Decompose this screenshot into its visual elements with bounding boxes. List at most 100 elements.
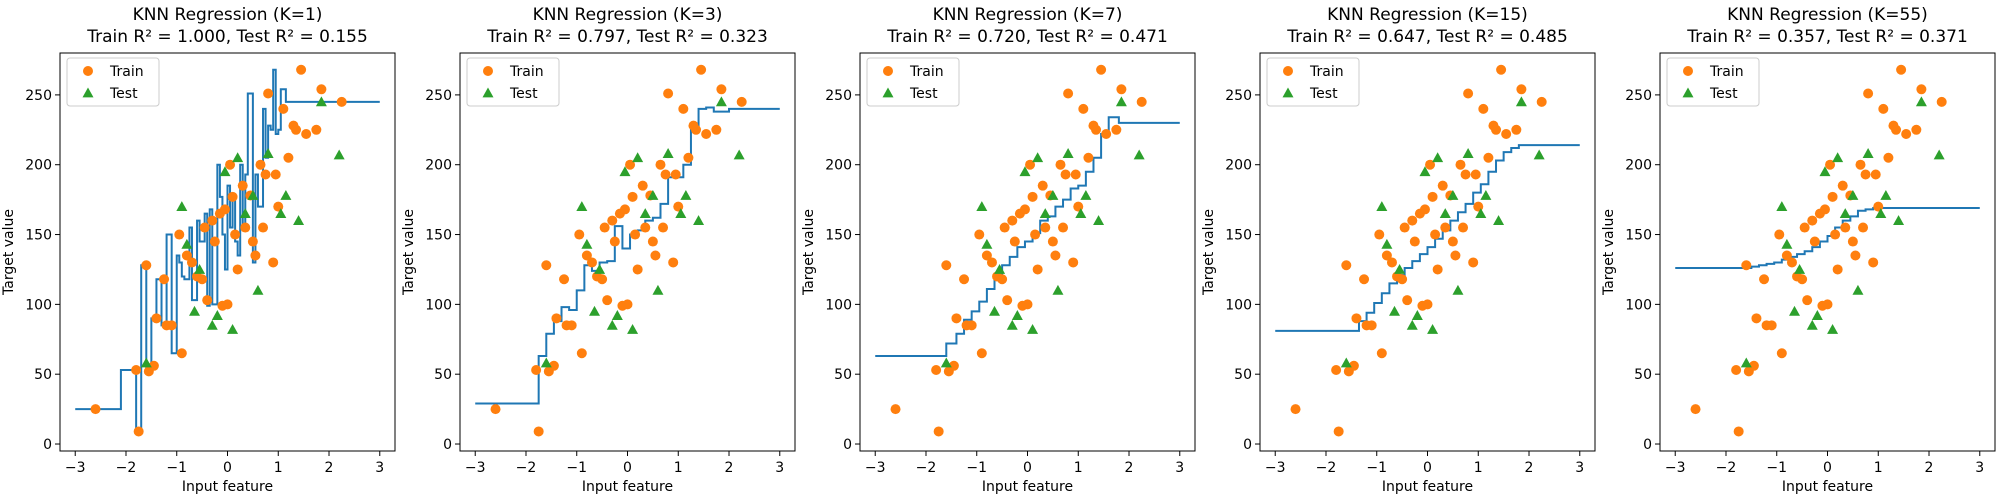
x-tick-label: 3 bbox=[1975, 460, 1984, 476]
y-axis-label: Target value bbox=[1601, 209, 1617, 296]
train-point bbox=[1799, 222, 1810, 233]
train-point bbox=[1832, 264, 1843, 275]
train-point bbox=[199, 222, 210, 233]
train-point bbox=[1070, 169, 1081, 180]
train-point bbox=[240, 222, 251, 233]
legend-test-marker bbox=[82, 87, 94, 98]
y-tick-label: 200 bbox=[1225, 158, 1252, 174]
test-point bbox=[1740, 357, 1752, 368]
x-tick-label: −2 bbox=[916, 460, 937, 476]
knn-panel-3: KNN Regression (K=7)Train R² = 0.720, Te… bbox=[801, 5, 1196, 495]
train-point bbox=[1748, 360, 1759, 371]
train-point bbox=[1870, 169, 1881, 180]
train-point bbox=[581, 250, 592, 261]
train-point bbox=[966, 320, 977, 331]
test-point bbox=[733, 149, 745, 160]
train-point bbox=[931, 365, 942, 375]
train-point bbox=[948, 360, 959, 371]
test-point bbox=[675, 208, 687, 218]
y-tick-label: 0 bbox=[1643, 437, 1652, 453]
y-tick-label: 150 bbox=[425, 228, 452, 244]
axes-frame bbox=[459, 52, 796, 452]
train-point bbox=[222, 299, 233, 310]
test-point bbox=[1062, 148, 1074, 158]
test-point bbox=[315, 96, 327, 107]
train-point bbox=[1878, 103, 1889, 114]
test-point bbox=[1493, 215, 1505, 225]
y-tick-label: 150 bbox=[1625, 228, 1652, 244]
knn-panel-1: KNN Regression (K=1)Train R² = 1.000, Te… bbox=[1, 5, 396, 495]
train-point bbox=[1733, 426, 1744, 437]
train-point bbox=[951, 313, 962, 324]
train-point bbox=[1478, 103, 1489, 114]
train-point bbox=[1409, 236, 1420, 247]
train-point bbox=[678, 103, 689, 114]
train-point bbox=[1516, 84, 1527, 95]
x-tick-label: 0 bbox=[623, 460, 632, 476]
legend-train-label: Train bbox=[1709, 64, 1744, 80]
test-point bbox=[989, 305, 1001, 316]
train-point bbox=[1460, 169, 1471, 180]
train-point bbox=[1060, 169, 1071, 180]
x-axis-label: Input feature bbox=[182, 479, 273, 495]
train-point bbox=[1009, 236, 1020, 247]
test-point bbox=[181, 238, 193, 249]
train-point bbox=[1455, 159, 1466, 170]
test-point bbox=[715, 96, 727, 107]
knn-panel-2: KNN Regression (K=3)Train R² = 0.797, Te… bbox=[401, 5, 796, 495]
x-tick-label: −1 bbox=[1366, 460, 1387, 476]
train-point bbox=[1850, 250, 1861, 261]
test-point bbox=[627, 324, 639, 334]
train-point bbox=[133, 426, 144, 437]
panel-subtitle: Train R² = 0.720, Test R² = 0.471 bbox=[886, 27, 1168, 47]
train-point bbox=[1830, 229, 1841, 240]
x-tick-label: −3 bbox=[865, 460, 886, 476]
test-point bbox=[1411, 310, 1423, 320]
test-point bbox=[1533, 149, 1545, 160]
x-tick-label: −2 bbox=[1316, 460, 1337, 476]
train-point bbox=[159, 274, 170, 285]
train-point bbox=[1901, 129, 1912, 139]
train-point bbox=[658, 222, 669, 233]
x-tick-label: −3 bbox=[1665, 460, 1686, 476]
train-point bbox=[1891, 124, 1902, 135]
test-point bbox=[1439, 208, 1451, 218]
train-point bbox=[655, 159, 666, 170]
plot-area bbox=[875, 64, 1180, 437]
x-tick-label: 3 bbox=[1575, 460, 1584, 476]
train-point bbox=[1860, 169, 1871, 180]
plot-area bbox=[75, 64, 380, 437]
train-point bbox=[1432, 264, 1443, 275]
train-point bbox=[1802, 295, 1813, 306]
train-point bbox=[716, 84, 727, 95]
train-point bbox=[1091, 124, 1102, 135]
x-axis-label: Input feature bbox=[982, 479, 1073, 495]
x-tick-label: 0 bbox=[223, 460, 232, 476]
train-point bbox=[1827, 191, 1838, 202]
train-point bbox=[301, 129, 312, 139]
test-point bbox=[1827, 324, 1839, 334]
test-point bbox=[1933, 149, 1945, 160]
train-point bbox=[1399, 222, 1410, 233]
train-point bbox=[650, 250, 661, 261]
train-point bbox=[959, 274, 970, 285]
legend-test-label: Test bbox=[109, 86, 138, 102]
train-point bbox=[1751, 313, 1762, 324]
legend: Train Test bbox=[1266, 57, 1360, 107]
train-point bbox=[1847, 236, 1858, 247]
panel-title: KNN Regression (K=15) bbox=[1327, 5, 1528, 25]
y-tick-label: 200 bbox=[825, 158, 852, 174]
train-point bbox=[186, 257, 197, 268]
test-point bbox=[176, 201, 188, 212]
test-point bbox=[1839, 208, 1851, 218]
y-tick-label: 250 bbox=[425, 88, 452, 104]
train-point bbox=[574, 229, 585, 240]
test-point bbox=[239, 208, 251, 218]
y-tick-label: 200 bbox=[25, 158, 52, 174]
test-point bbox=[247, 189, 259, 200]
y-tick-label: 200 bbox=[1625, 158, 1652, 174]
train-point bbox=[890, 404, 901, 415]
test-point bbox=[232, 152, 244, 163]
train-point bbox=[663, 88, 674, 99]
test-point bbox=[1419, 166, 1431, 177]
